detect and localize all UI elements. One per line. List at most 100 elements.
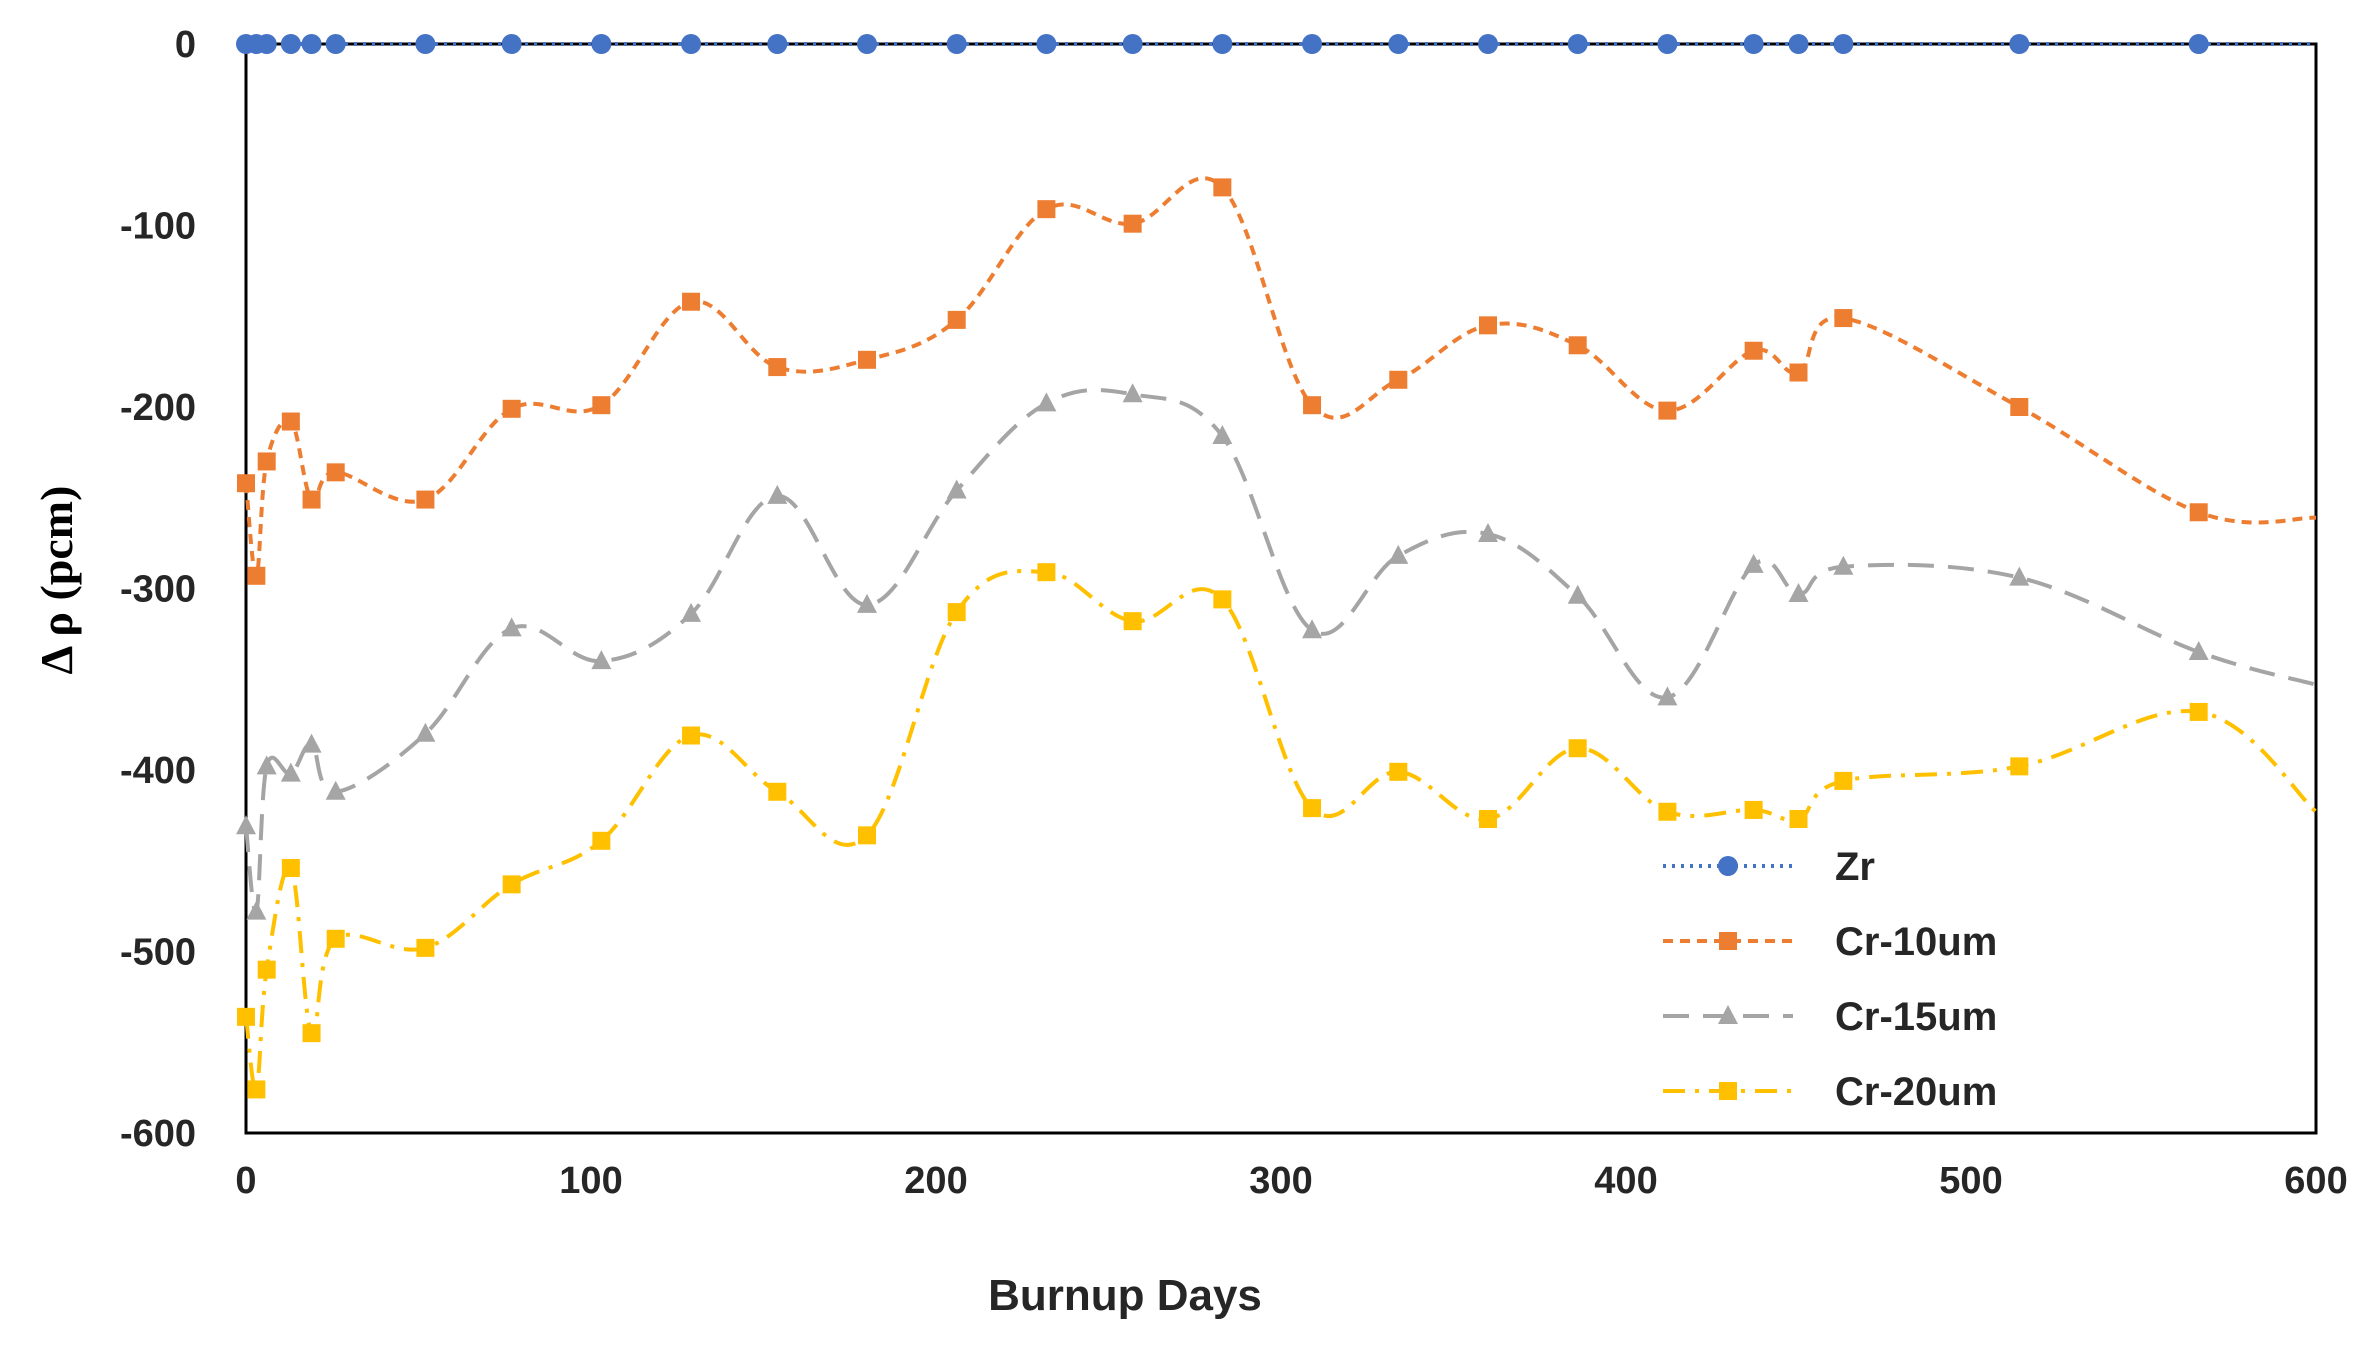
data-point-cr-15um: [857, 593, 877, 613]
data-point-cr-15um: [1122, 383, 1143, 403]
x-tick-label: 600: [2284, 1160, 2347, 1202]
data-point-cr-10um: [1389, 370, 1408, 389]
plot-frame-group: [244, 42, 2318, 1135]
data-point-cr-10um: [1744, 341, 1763, 360]
data-point-cr-20um: [1744, 800, 1763, 819]
data-point-cr-15um: [501, 617, 522, 637]
data-point-cr-15um: [1743, 553, 1764, 573]
legend-label: Zr: [1835, 845, 1875, 889]
data-point-cr-15um: [1302, 619, 1323, 639]
data-point-zr: [256, 34, 277, 54]
data-point-cr-10um: [1658, 401, 1677, 420]
data-point-cr-20um: [947, 603, 966, 622]
data-point-zr: [2188, 34, 2209, 54]
data-point-zr: [1567, 34, 1588, 54]
data-point-cr-10um: [1213, 178, 1232, 197]
data-point-cr-15um: [280, 762, 301, 782]
data-point-cr-10um: [2189, 503, 2208, 522]
data-point-cr-15um: [1036, 392, 1057, 412]
series-line-cr-10um: [244, 176, 2317, 578]
data-point-cr-20um: [281, 859, 300, 878]
data-point-cr-15um: [2188, 641, 2209, 661]
y-tick-label: 0: [175, 24, 196, 66]
data-point-cr-20um: [502, 875, 521, 894]
data-point-zr: [1302, 34, 1323, 54]
data-point-cr-15um: [1788, 582, 1809, 602]
data-point-cr-10um: [1789, 363, 1808, 382]
legend-swatch-marker: [1719, 1082, 1737, 1100]
data-point-zr: [1743, 34, 1764, 54]
y-tick-labels: 0 -100 -200 -300 -400 -500 -600: [120, 24, 196, 1155]
data-point-cr-15um: [256, 755, 277, 775]
data-point-zr: [1833, 34, 1854, 54]
data-point-zr: [280, 34, 301, 54]
data-point-cr-20um: [237, 1007, 255, 1026]
data-point-zr: [591, 34, 612, 54]
data-point-cr-15um: [946, 479, 967, 499]
data-point-zr: [1388, 34, 1409, 54]
data-point-cr-10um: [1479, 316, 1497, 335]
data-point-cr-20um: [2010, 757, 2029, 776]
data-point-zr: [857, 34, 877, 54]
data-point-cr-20um: [247, 1080, 266, 1099]
data-point-cr-20um: [1658, 802, 1677, 821]
x-tick-label: 0: [235, 1160, 256, 1202]
series-lines: [244, 42, 2318, 1092]
data-point-cr-10um: [947, 310, 966, 329]
series-markers: [236, 34, 2209, 1099]
data-point-cr-10um: [257, 452, 276, 471]
data-point-cr-15um: [1657, 686, 1678, 706]
data-point-zr: [501, 34, 522, 54]
data-point-cr-20um: [682, 726, 701, 745]
data-point-zr: [946, 34, 967, 54]
data-point-cr-20um: [1568, 739, 1587, 758]
data-point-cr-10um: [326, 463, 345, 482]
y-tick-label: -100: [120, 206, 196, 248]
data-point-cr-20um: [1389, 762, 1408, 781]
legend-label: Cr-15um: [1835, 995, 1997, 1039]
data-point-cr-10um: [502, 399, 521, 418]
data-point-cr-20um: [592, 831, 611, 850]
data-point-zr: [325, 34, 346, 54]
data-point-cr-10um: [281, 412, 300, 431]
data-point-zr: [1122, 34, 1143, 54]
data-point-cr-15um: [236, 815, 256, 835]
data-point-zr: [1478, 34, 1498, 54]
data-point-cr-20um: [257, 960, 276, 979]
data-point-cr-10um: [592, 396, 611, 415]
data-point-cr-20um: [1037, 563, 1056, 582]
legend-item-cr-20um: Cr-20um: [1663, 1070, 1997, 1114]
data-point-cr-20um: [1789, 810, 1808, 829]
data-point-zr: [1788, 34, 1809, 54]
data-point-cr-20um: [1834, 771, 1853, 790]
data-point-cr-15um: [591, 650, 612, 670]
legend-swatch-marker: [1718, 856, 1738, 876]
data-point-cr-15um: [301, 733, 322, 753]
data-point-cr-10um: [247, 566, 266, 585]
data-point-cr-15um: [415, 722, 436, 742]
data-point-cr-15um: [1478, 523, 1498, 543]
x-tick-label: 300: [1249, 1160, 1312, 1202]
y-tick-label: -500: [120, 932, 196, 974]
legend-label: Cr-20um: [1835, 1070, 1997, 1114]
data-point-cr-20um: [1479, 810, 1497, 829]
data-point-cr-15um: [246, 900, 267, 920]
data-point-cr-20um: [326, 929, 345, 948]
data-point-cr-10um: [1303, 396, 1322, 415]
data-point-cr-20um: [2189, 702, 2208, 721]
data-point-cr-10um: [1834, 309, 1853, 328]
data-point-cr-10um: [1123, 214, 1142, 233]
y-tick-label: -200: [120, 387, 196, 429]
legend-item-cr-15um: Cr-15um: [1663, 995, 1997, 1039]
x-tick-labels: 0 100 200 300 400 500 600: [235, 1160, 2347, 1202]
data-point-cr-20um: [1303, 799, 1322, 818]
data-point-cr-10um: [768, 358, 787, 377]
plot-frame: [244, 42, 2318, 1135]
data-point-cr-15um: [1567, 584, 1588, 604]
data-point-zr: [301, 34, 322, 54]
series-line-cr-20um: [244, 569, 2318, 1092]
data-point-cr-15um: [325, 780, 346, 800]
legend-swatch-marker: [1719, 932, 1737, 950]
y-tick-label: -600: [120, 1113, 196, 1155]
data-point-cr-10um: [1037, 200, 1056, 219]
